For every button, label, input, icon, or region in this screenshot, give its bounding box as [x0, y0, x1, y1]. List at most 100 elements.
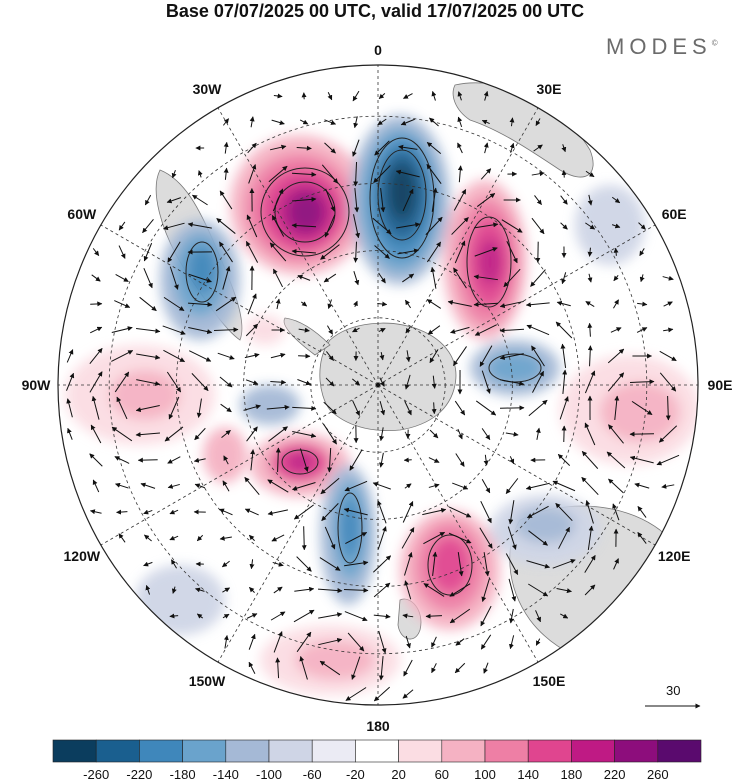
- wind-arrow: [405, 635, 411, 649]
- wind-arrow: [636, 327, 648, 333]
- brand-text: MODES: [606, 34, 712, 59]
- wind-arrow: [144, 534, 152, 542]
- meridian-line: [377, 107, 539, 386]
- wind-arrow: [345, 687, 367, 701]
- wind-arrow: [404, 580, 412, 600]
- wind-arrow: [222, 118, 230, 126]
- wind-arrow: [560, 343, 567, 368]
- wind-arrow: [116, 509, 128, 515]
- wind-arrow: [353, 116, 359, 129]
- wind-arrow: [294, 586, 315, 592]
- wind-arrow: [162, 325, 186, 335]
- meridian-line: [377, 224, 656, 386]
- wind-arrow: [457, 91, 463, 101]
- wind-arrow: [528, 399, 548, 417]
- wind-arrow: [320, 244, 340, 260]
- wind-arrow: [404, 400, 412, 416]
- lon-label-90w: 90W: [22, 377, 52, 393]
- lon-label-30e: 30E: [537, 81, 562, 97]
- wind-arrow: [402, 273, 415, 283]
- wind-arrow: [451, 217, 469, 235]
- wind-arrow: [552, 559, 576, 569]
- wind-arrow: [347, 632, 365, 652]
- wind-arrow: [457, 165, 463, 183]
- wind-arrow: [587, 322, 593, 337]
- wind-arrow: [505, 431, 519, 437]
- wind-arrow: [428, 457, 440, 463]
- wind-arrow: [584, 554, 596, 573]
- wind-arrow: [222, 265, 231, 290]
- wind-arrow: [528, 583, 549, 597]
- colorbar-swatch: [268, 739, 313, 763]
- wind-arrow: [480, 168, 492, 180]
- wind-arrow: [191, 373, 209, 391]
- wind-arrow: [187, 302, 213, 308]
- wind-arrow: [373, 582, 391, 598]
- graticule: [58, 65, 698, 705]
- wind-arrow: [223, 455, 229, 465]
- wind-arrow: [373, 686, 391, 702]
- wind-arrow: [269, 242, 287, 262]
- wind-arrow: [318, 612, 343, 619]
- wind-arrow: [353, 300, 358, 308]
- wind-arrow: [585, 500, 594, 524]
- wind-arrow: [584, 370, 596, 394]
- wind-arrow: [505, 478, 519, 495]
- wind-arrow: [659, 372, 677, 392]
- wind-arrow: [216, 218, 236, 234]
- wind-arrow: [223, 167, 229, 180]
- wind-arrow: [378, 93, 386, 99]
- wind-arrow: [560, 613, 569, 619]
- wind-arrow: [299, 448, 309, 472]
- wind-arrow: [534, 195, 542, 205]
- wind-arrow: [352, 139, 360, 157]
- wind-arrow: [246, 426, 258, 442]
- wind-arrow: [429, 117, 439, 127]
- wind-arrow: [353, 214, 361, 239]
- wind-arrow: [639, 274, 645, 283]
- wind-arrow: [402, 689, 414, 699]
- wind-arrow: [662, 275, 674, 281]
- vector-key: 30: [645, 683, 701, 709]
- lon-label-150e: 150E: [533, 673, 566, 689]
- wind-arrow: [480, 605, 492, 627]
- brand-logo: MODES©: [606, 34, 718, 60]
- wind-arrow: [143, 242, 153, 262]
- wind-arrow: [118, 221, 126, 231]
- wind-arrow: [317, 588, 343, 594]
- wind-arrow: [555, 502, 573, 522]
- wind-arrow: [135, 432, 161, 438]
- anomaly-field: [65, 115, 698, 695]
- wind-arrow: [637, 505, 647, 518]
- wind-arrow: [291, 223, 317, 228]
- wind-arrow: [327, 447, 333, 473]
- wind-arrow: [345, 532, 368, 544]
- wind-arrow: [297, 274, 311, 281]
- wind-arrow: [557, 453, 571, 467]
- wind-arrow: [118, 533, 126, 543]
- wind-arrow: [535, 427, 541, 440]
- chart-title: Base 07/07/2025 00 UTC, valid 17/07/2025…: [165, 1, 585, 21]
- wind-arrow: [325, 188, 336, 212]
- wind-arrow: [194, 427, 206, 441]
- wind-arrow: [111, 426, 133, 442]
- wind-arrow: [344, 560, 369, 567]
- wind-arrow: [292, 196, 317, 202]
- wind-arrow: [535, 638, 541, 646]
- wind-arrow: [275, 447, 281, 473]
- wind-arrow: [171, 170, 177, 179]
- wind-arrow: [531, 345, 545, 367]
- wind-arrow: [223, 634, 229, 649]
- wind-arrow: [167, 483, 180, 489]
- colorbar-swatch: [398, 739, 443, 763]
- wind-arrow: [166, 371, 182, 393]
- wind-arrow: [402, 613, 414, 619]
- wind-arrow: [169, 535, 179, 541]
- wind-arrow: [139, 296, 157, 312]
- wind-arrow: [450, 326, 470, 334]
- wind-arrow: [531, 171, 545, 177]
- wind-arrow: [431, 187, 438, 212]
- wind-arrow: [453, 346, 467, 366]
- wind-arrow: [298, 353, 311, 359]
- wind-arrow: [531, 217, 545, 235]
